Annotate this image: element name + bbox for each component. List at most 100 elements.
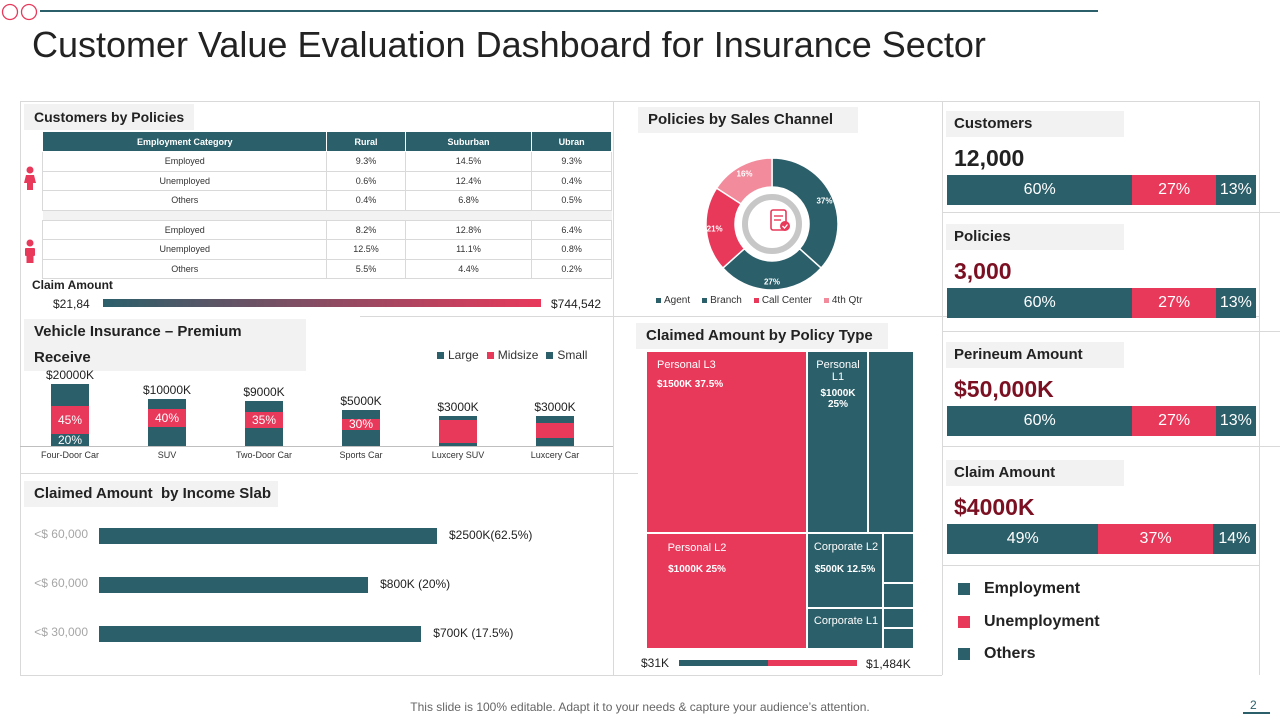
legend-swatch bbox=[486, 351, 494, 359]
treemap-cell-value: $1000K 25% bbox=[820, 388, 856, 410]
table-cell: 12.4% bbox=[404, 170, 533, 191]
legend-label: Unemployment bbox=[984, 613, 1100, 630]
kpi-split-segment: 13% bbox=[1215, 288, 1256, 318]
vehicle-bar-total: $20000K bbox=[45, 368, 95, 382]
table-row: Others 0.4% 6.8% 0.5% bbox=[41, 190, 612, 211]
female-person-icon bbox=[23, 166, 37, 195]
divider bbox=[360, 316, 1260, 317]
donut-slice-label: 16% bbox=[737, 169, 753, 178]
vehicle-bar-total: $10000K bbox=[142, 383, 192, 398]
treemap-cell-small bbox=[884, 609, 913, 629]
kpi-split-segment: 60% bbox=[947, 288, 1133, 318]
treemap-cell-value: $500K 12.5% bbox=[814, 564, 876, 575]
table-cell: 12.8% bbox=[404, 219, 533, 240]
legend-swatch bbox=[656, 298, 661, 303]
legend-label: Branch bbox=[710, 295, 742, 306]
divider bbox=[20, 473, 638, 474]
treemap-cell-corporate-l1: Corporate L1 bbox=[808, 609, 884, 648]
treemap-cell-small bbox=[884, 629, 913, 648]
donut-slice-label: 21% bbox=[707, 224, 723, 233]
vehicle-bar-segment bbox=[245, 401, 283, 413]
customers-table: Employment Category Rural Suburban Ubran Em… bbox=[41, 131, 612, 279]
kpi-split-segment: 27% bbox=[1132, 175, 1216, 205]
vehicle-bar-segment bbox=[439, 415, 477, 421]
legend-swatch bbox=[702, 298, 708, 303]
kpi-label: Customers bbox=[946, 111, 1124, 137]
vehicle-bar-total: $9000K bbox=[243, 385, 285, 400]
legend-label: 4th Qtr bbox=[831, 295, 863, 306]
vehicle-bar-segment: 30% bbox=[342, 417, 380, 431]
vehicle-bar-segment: 40% bbox=[148, 408, 186, 428]
legend-swatch bbox=[753, 298, 759, 303]
legend-label: Midsize bbox=[497, 348, 539, 362]
table-cell: Others bbox=[41, 190, 328, 211]
treemap-cell-corporate-l2: Corporate L2 $500K 12.5% bbox=[808, 534, 884, 609]
page-number: 2 bbox=[1250, 698, 1257, 712]
treemap-cell-label: Corporate L1 bbox=[813, 615, 879, 627]
divider bbox=[20, 101, 21, 675]
kpi-split-bar: 49% 37% 14% bbox=[947, 524, 1256, 554]
policy-type-title: Claimed Amount by Policy Type bbox=[636, 323, 888, 349]
divider bbox=[20, 675, 942, 676]
table-cell: 6.8% bbox=[404, 190, 533, 211]
table-cell: 0.2% bbox=[531, 258, 612, 279]
vehicle-category-label: Luxcery SUV bbox=[431, 450, 485, 460]
treemap-cell-personal-l1-b bbox=[869, 352, 913, 534]
kpi-value: $4000K bbox=[954, 494, 1035, 520]
table-row: Employed 9.3% 14.5% 9.3% bbox=[41, 151, 612, 172]
table-cell: Employed bbox=[41, 219, 328, 240]
vehicle-chart: 20% 45% $20000K Four-Door Car 40% $10000K SUV 3… bbox=[20, 360, 613, 470]
vehicle-category-label: Two-Door Car bbox=[235, 450, 292, 460]
kpi-split-segment: 13% bbox=[1215, 406, 1256, 436]
divider bbox=[942, 331, 1280, 332]
income-slab-title: Claimed Amount by Income Slab bbox=[24, 481, 278, 507]
income-chart: <$ 60,000 $2500K(62.5%) <$ 60,000 $800K (20… bbox=[20, 510, 613, 660]
policy-range-min: $31K bbox=[641, 656, 670, 670]
header-rule bbox=[40, 10, 1098, 12]
kpi-value: 3,000 bbox=[954, 258, 1012, 284]
vehicle-bar-segment: 35% bbox=[245, 412, 283, 429]
claim-min-label: $21,84 bbox=[53, 297, 90, 311]
table-cell: 0.8% bbox=[531, 239, 612, 260]
income-bar-label: $800K (20%) bbox=[380, 577, 451, 591]
table-cell: Unemployed bbox=[41, 170, 328, 191]
vehicle-bar-total: $3000K bbox=[437, 399, 479, 414]
vehicle-bar-total: $5000K bbox=[340, 394, 382, 408]
divider bbox=[613, 101, 614, 675]
header-decoration bbox=[0, 3, 40, 21]
vehicle-legend-item: Large bbox=[437, 348, 479, 362]
table-row: Employed 8.2% 12.8% 6.4% bbox=[41, 219, 612, 240]
table-header-cell: Suburban bbox=[404, 131, 533, 152]
vehicle-bar-total: $3000K bbox=[534, 399, 576, 414]
legend-swatch bbox=[823, 298, 829, 303]
customers-by-policies-title: Customers by Policies bbox=[24, 104, 195, 130]
donut-slice-label: 27% bbox=[764, 278, 780, 287]
legend-swatch bbox=[958, 648, 970, 660]
treemap-cell-personal-l3: Personal L3 $1500K 37.5% bbox=[647, 352, 808, 534]
vehicle-legend: Large Midsize Small bbox=[437, 348, 587, 362]
treemap-cell-small bbox=[884, 584, 913, 609]
kpi-split-segment: 14% bbox=[1212, 524, 1256, 554]
vehicle-bar-segment bbox=[148, 427, 186, 446]
divider bbox=[20, 101, 1260, 102]
donut-slice bbox=[771, 157, 839, 270]
treemap-cell-label: Personal L3 bbox=[657, 359, 716, 371]
vehicle-insurance-title: Vehicle Insurance – Premium Receive bbox=[24, 319, 306, 371]
legend-swatch bbox=[437, 351, 444, 359]
claim-amount-label: Claim Amount bbox=[32, 278, 113, 292]
kpi-label: Claim Amount bbox=[946, 460, 1124, 486]
table-cell: 0.4% bbox=[531, 170, 612, 191]
table-cell: Employed bbox=[41, 151, 328, 172]
customers-table-wrap: Employment Category Rural Suburban Ubran Em… bbox=[41, 131, 612, 279]
vehicle-category-label: SUV bbox=[157, 450, 177, 460]
claim-max-label: $744,542 bbox=[551, 297, 602, 311]
divider bbox=[1259, 101, 1260, 675]
treemap-cell-personal-l2: Personal L2 $1000K 25% bbox=[647, 534, 808, 648]
donut-legend-item: Call Center bbox=[753, 295, 812, 306]
income-bar bbox=[99, 626, 422, 642]
treemap-cell-label: Personal L1 bbox=[816, 359, 860, 383]
kpi-split-segment: 27% bbox=[1132, 288, 1216, 318]
table-row: Unemployed 0.6% 12.4% 0.4% bbox=[41, 170, 612, 191]
income-bar-label: $2500K(62.5%) bbox=[449, 528, 533, 542]
treemap-cell-value: $1000K 25% bbox=[668, 564, 726, 575]
